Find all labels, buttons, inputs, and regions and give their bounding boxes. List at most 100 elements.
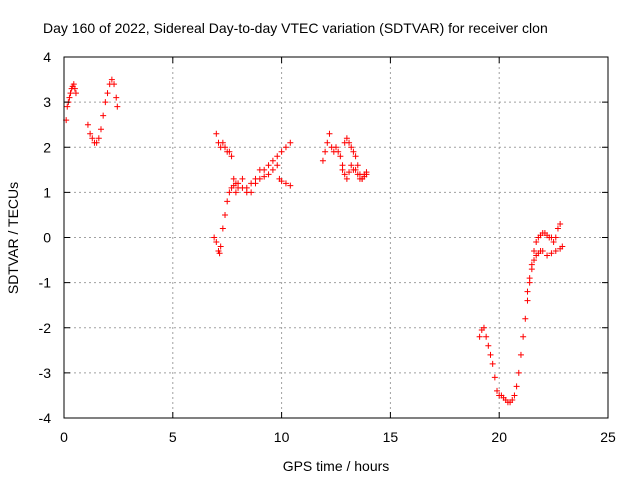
data-point-segment-7: [531, 257, 538, 264]
data-point-segment-3: [269, 157, 276, 164]
data-point-segment-6: [339, 166, 346, 173]
data-point-segment-3: [216, 250, 223, 257]
data-point-segment-7: [539, 248, 546, 255]
data-point-segment-4: [230, 175, 237, 182]
data-point-segment-8: [557, 220, 564, 227]
data-point-segment-4: [252, 180, 259, 187]
data-point-segment-7: [491, 374, 498, 381]
data-point-segment-8: [554, 225, 561, 232]
data-point-segment-8: [531, 248, 538, 255]
data-point-segment-7: [483, 333, 490, 340]
data-point-segment-2: [87, 130, 94, 137]
data-point-segment-4: [269, 166, 276, 173]
data-point-segment-7: [548, 250, 555, 257]
data-point-segment-3: [211, 234, 218, 241]
data-point-segment-4: [261, 173, 268, 180]
data-point-segment-8: [528, 261, 535, 268]
data-point-segment-5: [343, 135, 350, 142]
x-tick-label: 15: [383, 429, 399, 445]
data-point-segment-6: [341, 171, 348, 178]
data-point-segment-4: [287, 182, 294, 189]
data-point-segment-7: [559, 243, 566, 250]
data-point-segment-5: [352, 153, 359, 160]
data-point-segment-4: [219, 139, 226, 146]
grid-lines: [64, 57, 608, 418]
data-point-segment-5: [319, 157, 326, 164]
data-point-segment-7: [494, 387, 501, 394]
data-point-segment-8: [552, 234, 559, 241]
data-point-segment-7: [513, 383, 520, 390]
data-point-segment-5: [326, 130, 333, 137]
y-tick-label: 1: [43, 184, 51, 200]
data-point-segment-4: [228, 153, 235, 160]
y-tick-label: -4: [39, 410, 52, 426]
data-point-segment-1: [66, 94, 73, 101]
data-point-segment-3: [278, 148, 285, 155]
data-point-segment-8: [524, 288, 531, 295]
data-point-segment-1: [72, 90, 79, 97]
data-point-segment-6: [343, 175, 350, 182]
x-tick-label: 0: [60, 429, 68, 445]
data-point-segment-3: [226, 189, 233, 196]
data-point-segment-3: [282, 144, 289, 151]
data-point-segment-2: [113, 94, 120, 101]
data-point-segment-4: [232, 189, 239, 196]
data-point-segment-7: [480, 324, 487, 331]
data-point-segment-5: [348, 144, 355, 151]
data-point-segment-5: [322, 148, 329, 155]
data-point-segment-7: [522, 315, 529, 322]
data-point-segment-7: [476, 333, 483, 340]
data-point-segment-5: [335, 148, 342, 155]
data-point-segment-2: [102, 99, 109, 106]
data-point-segment-3: [274, 153, 281, 160]
data-point-segment-1: [67, 90, 74, 97]
data-point-segment-2: [100, 112, 107, 119]
data-point-segment-3: [265, 162, 272, 169]
data-point-segment-4: [265, 171, 272, 178]
data-point-segment-6: [352, 166, 359, 173]
data-point-segment-3: [224, 198, 231, 205]
y-tick-label: 0: [43, 230, 51, 246]
data-point-segment-5: [333, 144, 339, 151]
data-point-segment-4: [213, 130, 220, 137]
chart-title: Day 160 of 2022, Sidereal Day-to-day VTE…: [43, 20, 548, 36]
data-point-segment-2: [111, 81, 118, 88]
y-tick-label: 2: [43, 139, 51, 155]
x-tick-label: 25: [600, 429, 616, 445]
data-point-segment-6: [363, 171, 370, 178]
data-point-segment-6: [346, 169, 353, 176]
data-points: [63, 76, 566, 406]
data-point-segment-2: [84, 121, 91, 128]
data-point-segment-1: [70, 81, 77, 88]
y-tick-label: 3: [43, 94, 51, 110]
data-point-segment-1: [64, 103, 71, 110]
data-point-segment-7: [515, 369, 522, 376]
data-point-segment-3: [239, 175, 246, 182]
data-point-segment-4: [282, 180, 289, 187]
data-point-segment-5: [354, 162, 361, 169]
data-point-segment-3: [287, 139, 294, 146]
data-point-segment-7: [544, 252, 551, 259]
data-point-segment-7: [524, 297, 531, 304]
data-point-segment-6: [354, 171, 361, 178]
data-point-segment-8: [526, 275, 533, 282]
data-point-segment-2: [89, 135, 96, 142]
data-point-segment-2: [95, 135, 102, 142]
data-point-segment-5: [346, 139, 353, 146]
data-point-segment-6: [348, 162, 355, 169]
data-point-segment-3: [213, 239, 220, 246]
data-point-segment-4: [222, 144, 229, 151]
data-point-segment-8: [550, 239, 557, 246]
data-point-segment-2: [104, 90, 111, 97]
data-point-segment-7: [511, 392, 518, 399]
axis-ticks: 0 5 10 15 20 25 -4 -3 -2 -1 0 1 2 3 4: [39, 49, 616, 445]
data-point-segment-7: [520, 333, 527, 340]
y-tick-label: -3: [39, 365, 52, 381]
data-point-segment-3: [261, 166, 268, 173]
data-point-segment-1: [71, 85, 78, 92]
data-point-segment-3: [217, 243, 224, 250]
data-point-segment-4: [226, 148, 233, 155]
y-tick-label: -2: [39, 320, 52, 336]
data-point-segment-4: [248, 189, 255, 196]
data-point-segment-7: [485, 342, 492, 349]
